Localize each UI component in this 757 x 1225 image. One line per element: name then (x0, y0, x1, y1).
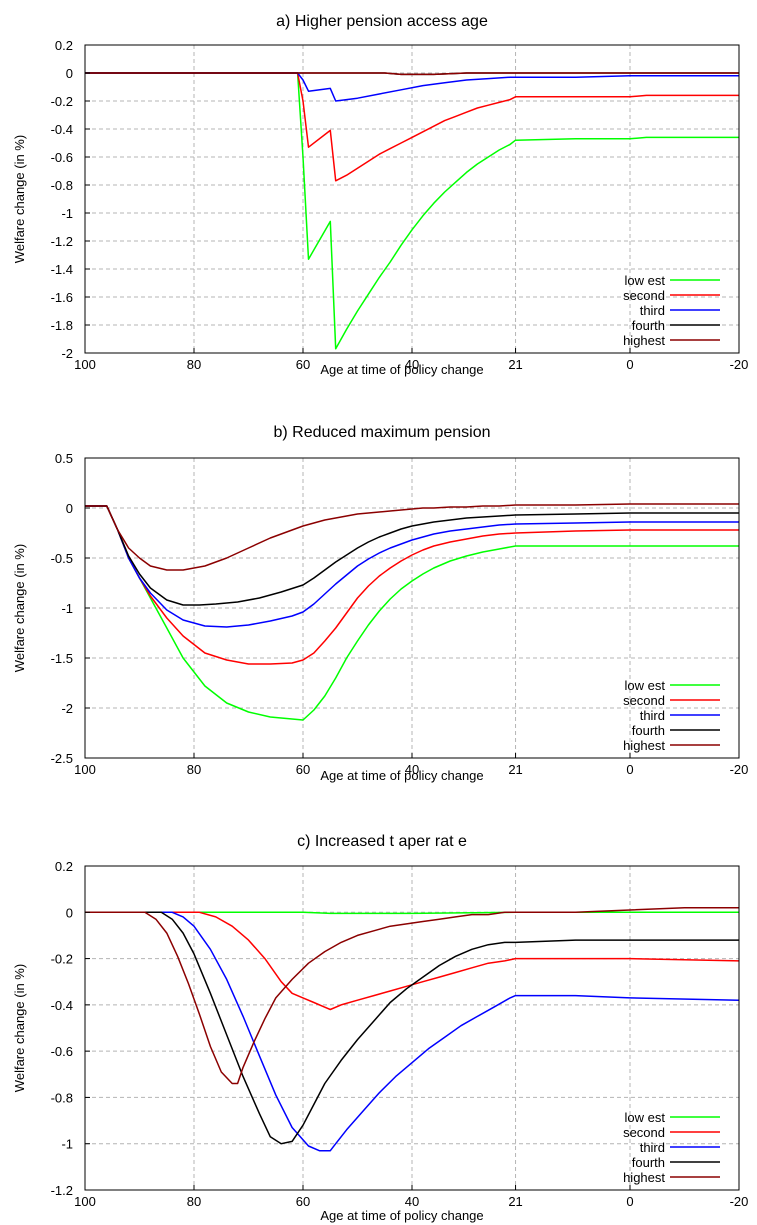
series-line-low-est (85, 911, 739, 915)
legend-label: fourth (632, 723, 665, 738)
x-tick-label: 0 (626, 762, 633, 777)
series-line-highest (85, 906, 739, 1085)
y-tick-label: 0.2 (55, 38, 73, 53)
y-tick-label: -0.4 (51, 122, 73, 137)
legend-label: highest (623, 738, 665, 753)
y-tick-label: -1 (61, 1137, 73, 1152)
y-tick-label: -1 (61, 601, 73, 616)
y-tick-label: -0.2 (51, 952, 73, 967)
legend-label: second (623, 693, 665, 708)
x-tick-label: 80 (187, 1194, 201, 1209)
chart-panel-0: 100 80 60 40 21 0 -20 0.2 0 -0.2 -0.4 -0.6 -0.8 -1 -1.… (12, 13, 748, 377)
y-tick-label: -2 (61, 346, 73, 361)
y-tick-label: -2.5 (51, 751, 73, 766)
y-axis-label: Welfare change (in %) (12, 135, 27, 263)
y-tick-label: -1 (61, 206, 73, 221)
series-line-second (85, 505, 739, 665)
y-tick-label: -1.2 (51, 1183, 73, 1198)
x-tick-label: 21 (508, 1194, 522, 1209)
x-tick-label: 21 (508, 762, 522, 777)
y-tick-label: -0.6 (51, 150, 73, 165)
y-tick-label: -0.5 (51, 551, 73, 566)
y-tick-label: 0 (66, 501, 73, 516)
x-tick-label: 21 (508, 357, 522, 372)
x-tick-label: 0 (626, 357, 633, 372)
x-tick-label: -20 (730, 1194, 749, 1209)
y-axis-label: Welfare change (in %) (12, 544, 27, 672)
y-tick-label: -0.8 (51, 1090, 73, 1105)
series-line-low-est (85, 505, 739, 721)
chart-title: a) Higher pension access age (276, 13, 488, 30)
x-tick-label: 0 (626, 1194, 633, 1209)
y-tick-label: -0.2 (51, 94, 73, 109)
legend-label: third (640, 303, 665, 318)
y-tick-label: 0 (66, 905, 73, 920)
x-tick-label: -20 (730, 762, 749, 777)
y-tick-label: -2 (61, 701, 73, 716)
x-tick-label: 80 (187, 357, 201, 372)
x-tick-label: -20 (730, 357, 749, 372)
x-tick-label: 60 (296, 1194, 310, 1209)
y-tick-label: 0.2 (55, 859, 73, 874)
series-line-fourth (85, 505, 739, 606)
y-tick-label: -0.8 (51, 178, 73, 193)
legend-label: second (623, 1125, 665, 1140)
chart-panel-1: 100 80 60 40 21 0 -20 0.5 0 -0.5 -1 -1.5 -2 -2.5 b) Re… (12, 424, 748, 783)
legend-label: third (640, 708, 665, 723)
y-tick-label: -1.5 (51, 651, 73, 666)
legend-label: low est (625, 273, 666, 288)
legend-label: low est (625, 1110, 666, 1125)
x-tick-label: 60 (296, 357, 310, 372)
x-tick-label: 100 (74, 762, 96, 777)
chart-title: b) Reduced maximum pension (274, 424, 491, 441)
series-line-third (85, 72, 739, 102)
legend-label: highest (623, 333, 665, 348)
y-axis-label: Welfare change (in %) (12, 964, 27, 1092)
series-line-low-est (85, 72, 739, 350)
series-line-second (85, 911, 740, 1011)
legend-label: low est (625, 678, 666, 693)
y-tick-label: -0.4 (51, 998, 73, 1013)
y-tick-label: 0.5 (55, 451, 73, 466)
legend-label: third (640, 1140, 665, 1155)
x-tick-label: 40 (405, 357, 419, 372)
legend-label: fourth (632, 318, 665, 333)
x-tick-label: 60 (296, 762, 310, 777)
series-line-third (85, 911, 740, 1152)
series-line-second (85, 72, 739, 182)
chart-panel-2: 100 80 60 40 21 0 -20 0.2 0 -0.2 -0.4 -0.6 -0.8 -1 -1.… (12, 833, 748, 1223)
x-axis-label: Age at time of policy change (320, 362, 483, 377)
series-line-fourth (85, 911, 739, 1145)
y-tick-label: -1.4 (51, 262, 73, 277)
x-tick-label: 100 (74, 1194, 96, 1209)
x-tick-label: 40 (405, 762, 419, 777)
y-tick-label: -1.8 (51, 318, 73, 333)
y-tick-label: -1.6 (51, 290, 73, 305)
x-axis-label: Age at time of policy change (320, 1208, 483, 1223)
series-line-highest (85, 503, 739, 571)
x-tick-label: 80 (187, 762, 201, 777)
legend-label: highest (623, 1170, 665, 1185)
series-line-third (85, 505, 739, 628)
y-tick-label: 0 (66, 66, 73, 81)
legend-label: second (623, 288, 665, 303)
y-tick-label: -0.6 (51, 1044, 73, 1059)
x-tick-label: 100 (74, 357, 96, 372)
chart-title: c) Increased t aper rat e (297, 833, 467, 850)
legend-label: fourth (632, 1155, 665, 1170)
series-line-highest (85, 72, 739, 76)
x-tick-label: 40 (405, 1194, 419, 1209)
x-axis-label: Age at time of policy change (320, 768, 483, 783)
y-tick-label: -1.2 (51, 234, 73, 249)
